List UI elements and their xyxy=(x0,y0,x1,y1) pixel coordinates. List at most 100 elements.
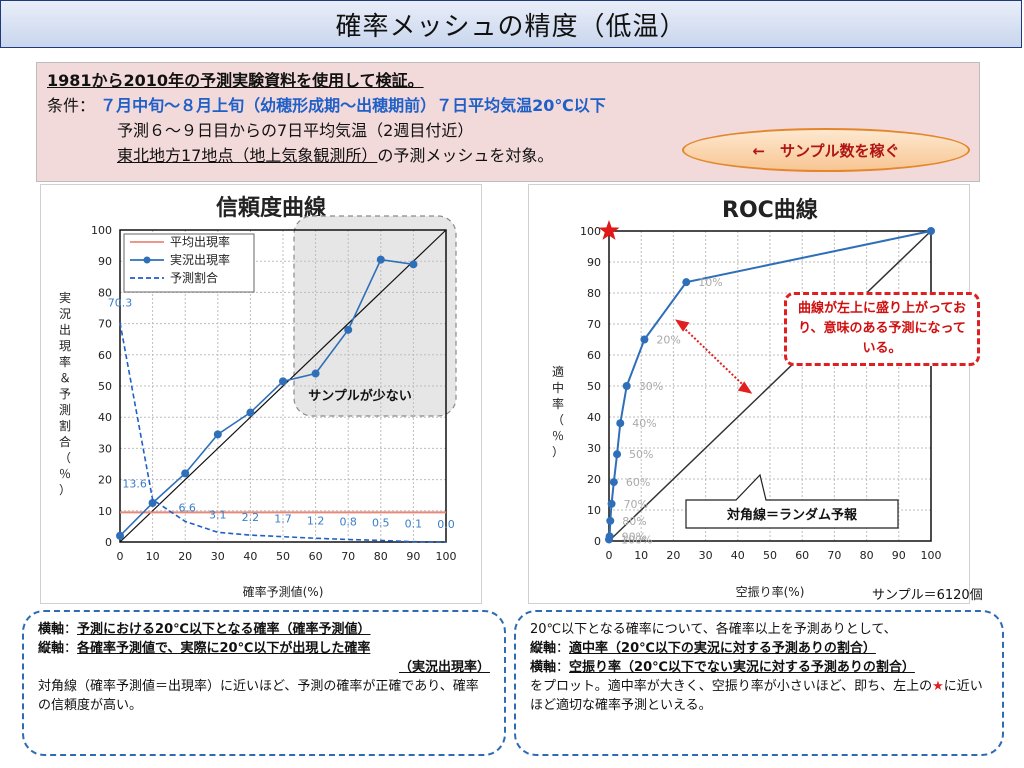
rel-xtick-label: 10 xyxy=(146,550,160,563)
rel-ylabel-char: 測 xyxy=(59,403,71,417)
sample-oval-note: ← サンプル数を稼ぐ xyxy=(682,128,970,172)
roc-curve-point xyxy=(622,382,631,390)
rel-xtick-label: 0 xyxy=(117,550,124,563)
roc-note-box: 20℃以下となる確率について、各確率以上を予測ありとして、 縦軸：適中率（20℃… xyxy=(514,610,1004,756)
roc-diagonal-line xyxy=(608,230,932,542)
sample-few-region xyxy=(293,215,457,417)
roc-panel xyxy=(528,184,970,604)
rel-ytick-label: 10 xyxy=(98,505,112,518)
roc-ylabel-char: （ xyxy=(552,413,564,427)
conditions-line4-rest: の予測メッシュを対象。 xyxy=(377,146,554,165)
rel-ytick-label: 80 xyxy=(98,286,112,299)
slide-title-bar: 確率メッシュの精度（低温） xyxy=(0,0,1022,48)
roc-curve-point xyxy=(605,532,614,541)
conditions-line2: ７月中旬～８月上旬（幼穂形成期～出穂期前）７日平均気温20℃以下 xyxy=(100,96,606,115)
rel-ytick-label: 30 xyxy=(98,442,112,455)
roc-xtick-label: 20 xyxy=(666,549,680,562)
roc-ylabel-char: 率 xyxy=(552,396,564,411)
rel-data-label: 0.0 xyxy=(437,518,455,531)
roc-curve-point xyxy=(606,516,615,525)
rel-ylabel-char: ） xyxy=(59,483,71,497)
rel-ylabel-char: 割 xyxy=(59,418,71,433)
roc-xlabel: 空振り率(%) xyxy=(736,584,805,599)
rel-ytick-label: 70 xyxy=(98,318,112,331)
rel-ylabel-char: 現 xyxy=(59,339,71,353)
roc-point-label: 70% xyxy=(624,498,648,511)
rel-xtick-label: 30 xyxy=(211,550,225,563)
roc-xtick-label: 40 xyxy=(731,549,745,562)
roc-xtick-label: 70 xyxy=(827,549,841,562)
roc-ytick-label: 50 xyxy=(587,380,601,393)
roc-curve-point xyxy=(640,335,649,344)
rel-xtick-label: 70 xyxy=(341,550,355,563)
roc-xtick-label: 30 xyxy=(699,549,713,562)
roc-title: ROC曲線 xyxy=(722,198,818,223)
rel-ylabel-char: 実 xyxy=(59,290,71,305)
roc-ylabel-char: ％ xyxy=(552,429,564,443)
rel-ylabel-char: 合 xyxy=(59,434,71,449)
roc-xtick-label: 90 xyxy=(892,549,906,562)
roc-callout-text: 曲線が左上に盛り上がっており、意味のある予測になっている。 xyxy=(798,301,966,356)
rel-series-point xyxy=(279,377,287,386)
conditions-line2-row: 条件： ７月中旬～８月上旬（幼穂形成期～出穂期前）７日平均気温20℃以下 xyxy=(47,93,969,118)
roc-point-label: 100% xyxy=(621,533,652,546)
rel-data-label: 2.2 xyxy=(242,511,260,524)
roc-xtick-label: 80 xyxy=(860,549,874,562)
rel-data-label: 3.1 xyxy=(209,508,227,521)
rel-diagonal-line xyxy=(119,229,447,543)
rel-ytick-label: 100 xyxy=(91,224,112,237)
rel-ylabel-char: 率 xyxy=(59,354,71,369)
rel-ylabel-char: 出 xyxy=(59,323,71,337)
rel-data-label: 13.6 xyxy=(122,478,147,491)
roc-ytick-label: 90 xyxy=(587,256,601,269)
roc-callout: 曲線が左上に盛り上がっており、意味のある予測になっている。 xyxy=(784,292,980,366)
roc-plot-frame xyxy=(608,230,932,542)
roc-chart: 0 10 20 30 40 50 60 70 80 90 100 0 10 20 30 40 50 60 70 80 9… xyxy=(552,220,942,599)
roc-ytick-label: 40 xyxy=(587,411,601,424)
reliability-note-line3: （実況出現率） xyxy=(398,660,490,675)
rel-ylabel-char: 況 xyxy=(59,306,71,321)
rel-legend-label: 平均出現率 xyxy=(170,234,230,249)
rel-series-point xyxy=(116,531,124,540)
slide-title: 確率メッシュの精度（低温） xyxy=(335,11,687,42)
rel-data-label: 1.2 xyxy=(307,514,325,527)
roc-curve-point xyxy=(609,478,618,487)
rel-data-label: 0.5 xyxy=(372,516,390,529)
conditions-line3: 予測６～９日目からの7日平均気温（2週目付近） xyxy=(117,121,474,140)
roc-gap-arrowhead-top xyxy=(675,319,690,332)
rel-ylabel-char: 予 xyxy=(59,387,71,401)
roc-point-label: 90% xyxy=(622,530,646,543)
rel-series-point xyxy=(311,369,320,378)
rel-ylabel-char: ＆ xyxy=(59,371,71,385)
rel-xtick-label: 50 xyxy=(276,550,290,563)
rel-data-label: 0.1 xyxy=(405,518,423,531)
roc-ytick-label: 20 xyxy=(587,473,601,486)
rel-data-label: 70.3 xyxy=(108,297,133,310)
rel-xlabel: 確率予測値(%) xyxy=(243,584,324,599)
rel-series-line-2 xyxy=(119,322,447,543)
roc-point-label: 50% xyxy=(629,448,653,461)
rel-series-point xyxy=(246,408,255,417)
roc-note-line2: 縦軸：適中率（20℃以下の実況に対する予測ありの割合） xyxy=(530,641,876,656)
roc-ytick-label: 30 xyxy=(587,442,601,455)
rel-ytick-label: 0 xyxy=(105,536,112,549)
rel-series-point xyxy=(181,469,190,478)
roc-ylabel-char: 適 xyxy=(552,364,564,379)
sample-count-note: サンプル＝6120個 xyxy=(872,588,983,603)
rel-legend-marker xyxy=(143,256,151,264)
roc-ytick-label: 60 xyxy=(587,349,601,362)
rel-series-point xyxy=(344,325,353,334)
roc-point-label: 10% xyxy=(698,276,722,289)
roc-note-line3: 横軸：空振り率（20℃以下でない実況に対する予測ありの割合） xyxy=(530,660,915,675)
conditions-line4-underlined: 東北地方17地点（地上気象観測所） xyxy=(117,146,378,165)
rel-ytick-label: 60 xyxy=(98,349,112,362)
roc-curve-point xyxy=(682,278,691,287)
roc-note-line4: をプロット。適中率が大きく、空振り率が小さいほど、即ち、左上の★に近いほど適切な… xyxy=(530,679,983,713)
roc-ytick-label: 70 xyxy=(587,318,601,331)
roc-curve-point xyxy=(607,499,616,508)
roc-point-label: 40% xyxy=(632,417,656,430)
reliability-note-line4: 対角線（確率予測値＝出現率）に近いほど、予測の確率が正確であり、確率の信頼度が高… xyxy=(38,679,479,713)
roc-ylabel-char: ） xyxy=(552,445,564,459)
rel-series-point xyxy=(213,430,222,439)
roc-point-label: 30% xyxy=(639,380,663,393)
